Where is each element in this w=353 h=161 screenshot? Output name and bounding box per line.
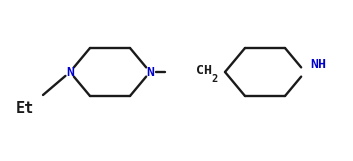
- Text: NH: NH: [310, 57, 326, 71]
- Text: N: N: [146, 66, 154, 79]
- Text: N: N: [66, 66, 74, 79]
- Text: Et: Et: [16, 100, 34, 115]
- Text: CH: CH: [196, 63, 212, 76]
- Text: 2: 2: [211, 74, 217, 84]
